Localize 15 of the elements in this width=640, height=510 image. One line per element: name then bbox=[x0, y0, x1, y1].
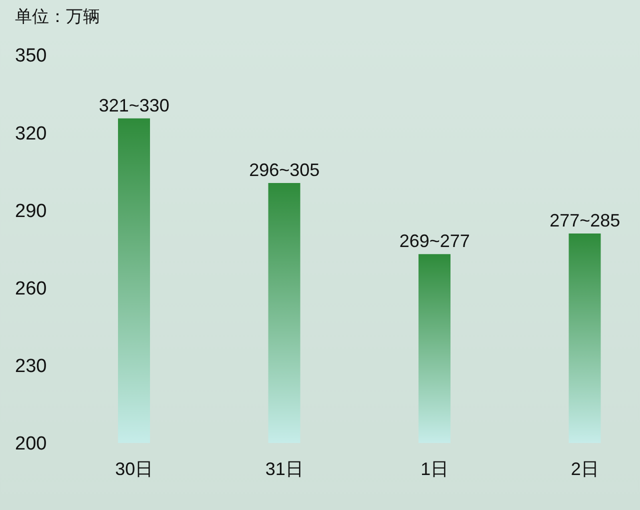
y-tick-label: 290 bbox=[15, 200, 47, 222]
y-tick-label: 230 bbox=[15, 356, 47, 378]
x-tick-label: 1日 bbox=[420, 458, 449, 479]
y-tick-label: 350 bbox=[15, 46, 47, 67]
annotation: 269~277 bbox=[399, 231, 470, 252]
annotation: 277~285 bbox=[550, 210, 620, 230]
y-axis-title: 单位：万辆 bbox=[15, 6, 100, 28]
y-tick-label: 200 bbox=[15, 434, 47, 455]
x-tick-label: 30日 bbox=[115, 458, 154, 479]
y-tick-label: 320 bbox=[15, 123, 47, 144]
x-tick-label: 31日 bbox=[265, 458, 304, 479]
x-tick-label: 2日 bbox=[570, 458, 599, 479]
y-tick-label: 260 bbox=[15, 278, 47, 300]
annotation: 296~305 bbox=[249, 160, 320, 180]
annotation: 321~330 bbox=[98, 95, 170, 116]
